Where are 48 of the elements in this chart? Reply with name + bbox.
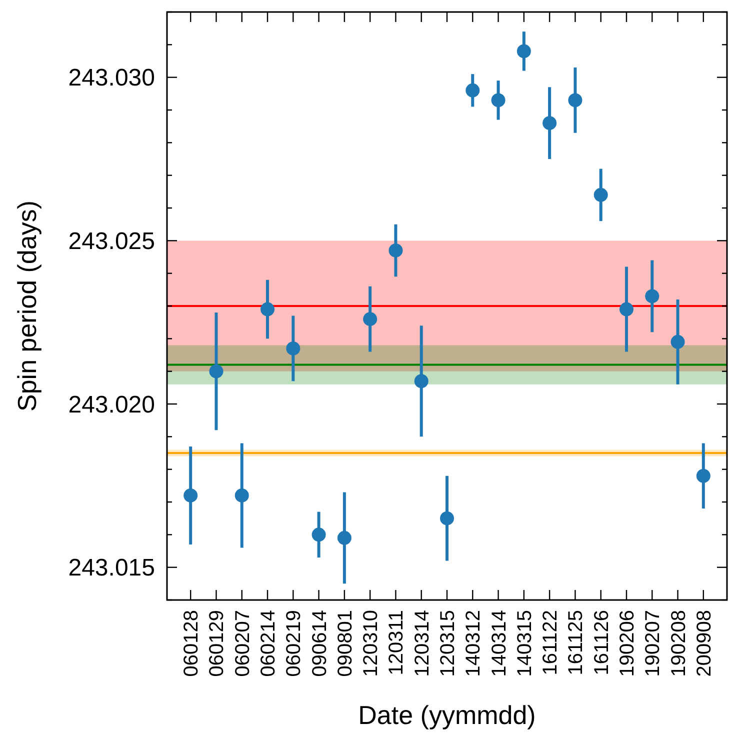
x-tick-label: 060219: [283, 610, 306, 677]
x-tick-label: 060207: [232, 610, 254, 677]
point: [670, 334, 685, 349]
point: [234, 488, 249, 502]
y-tick-label: 243.030: [68, 64, 155, 92]
x-tick-label: 120315: [437, 610, 459, 677]
y-tick-label: 243.020: [68, 391, 155, 418]
point: [619, 302, 634, 316]
x-tick-label: 190206: [616, 610, 638, 677]
point: [312, 528, 326, 542]
x-tick-label: 140315: [514, 610, 536, 677]
x-tick-label: 161125: [565, 610, 588, 676]
y-tick-label: 243.015: [68, 554, 155, 582]
x-tick-label: 161126: [590, 610, 613, 676]
point: [568, 93, 582, 108]
x-tick-label: 120311: [386, 610, 408, 676]
point: [594, 188, 608, 202]
x-tick-label: 090614: [308, 610, 331, 677]
point: [337, 530, 352, 545]
y-tick-label: 243.025: [68, 228, 155, 256]
point: [466, 83, 480, 98]
point: [363, 312, 378, 326]
point: [516, 44, 531, 58]
y-axis-title: Spin period (days): [12, 200, 42, 412]
x-axis-title: Date (yymmdd): [358, 700, 536, 730]
point: [440, 511, 454, 526]
point: [286, 341, 300, 356]
x-tick-label: 060128: [180, 610, 203, 677]
x-tick-label: 140314: [488, 610, 510, 677]
point: [696, 468, 710, 483]
point: [209, 364, 224, 378]
point: [184, 488, 198, 502]
x-tick-label: 120314: [411, 610, 434, 677]
point: [388, 243, 403, 258]
x-tick-label: 190208: [668, 610, 690, 677]
point: [542, 116, 557, 130]
point: [414, 374, 428, 388]
x-tick-label: 190207: [642, 610, 664, 677]
x-tick-label: 090801: [334, 610, 356, 677]
x-tick-label: 120310: [360, 610, 382, 677]
x-tick-label: 161122: [540, 610, 562, 676]
point: [645, 289, 660, 304]
point: [260, 302, 275, 316]
x-tick-label: 140312: [462, 610, 485, 677]
x-tick-label: 200908: [693, 610, 716, 677]
x-tick-label: 060214: [258, 610, 280, 677]
x-tick-label: 060129: [206, 610, 228, 677]
point: [491, 93, 506, 108]
